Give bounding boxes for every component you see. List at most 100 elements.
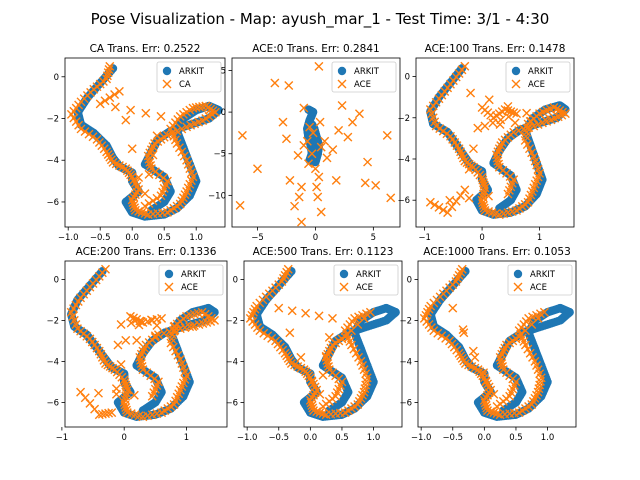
estimate-point — [503, 189, 513, 199]
estimate-point — [464, 164, 474, 174]
y-tick-label: −4 — [225, 357, 238, 367]
estimate-point — [293, 150, 303, 160]
estimate-point — [519, 124, 529, 134]
estimate-point — [110, 102, 120, 112]
estimate-point — [156, 111, 166, 121]
legend-label: ACE — [528, 80, 545, 90]
estimate-point — [140, 201, 150, 211]
y-tick-label: −2 — [225, 316, 238, 326]
legend-box — [331, 61, 397, 93]
estimate-point — [506, 107, 516, 117]
y-tick-label: −6 — [399, 398, 412, 408]
estimate-point — [354, 352, 364, 362]
estimate-point — [167, 128, 177, 138]
estimate-point — [299, 140, 309, 150]
estimate-point — [144, 199, 154, 209]
legend-label: ACE — [356, 283, 373, 293]
estimate-point — [270, 78, 280, 88]
y-tick-label: −5 — [213, 150, 226, 160]
estimate-point — [318, 409, 328, 419]
legend-label: ACE — [354, 80, 371, 90]
estimate-point — [477, 173, 487, 183]
estimate-point — [315, 408, 325, 418]
x-tick-label: −0.5 — [442, 433, 463, 443]
estimate-point — [451, 196, 461, 206]
estimate-point — [126, 318, 136, 328]
estimate-point — [152, 193, 162, 203]
legend-box — [507, 264, 573, 296]
estimate-point — [127, 195, 137, 205]
estimate-point — [530, 356, 540, 366]
y-tick-label: −6 — [225, 398, 238, 408]
x-tick-label: 0.0 — [478, 433, 492, 443]
legend-label: ACE — [530, 283, 547, 293]
x-tick-label: 1 — [537, 233, 542, 243]
estimate-point — [174, 143, 184, 153]
subplot-4: ACE:200 Trans. Err: 0.1336 −1 0 1 0 −2 −4 −6 ARK… — [46, 246, 228, 443]
estimate-point — [468, 346, 478, 356]
estimate-point — [512, 109, 522, 119]
estimate-point — [132, 187, 142, 197]
estimate-point — [314, 172, 324, 182]
estimate-point — [156, 191, 166, 201]
estimate-point — [429, 326, 439, 336]
estimate-point — [382, 130, 392, 140]
estimate-point — [316, 142, 326, 152]
estimate-point — [479, 368, 489, 378]
estimate-point — [314, 311, 324, 321]
x-tick-label: 1.0 — [541, 433, 555, 443]
axes-frame — [231, 57, 401, 228]
estimate-point — [144, 169, 154, 179]
estimate-point — [430, 200, 440, 210]
y-tick-label: −6 — [397, 196, 410, 206]
estimate-point — [146, 160, 156, 170]
estimate-point — [438, 205, 448, 215]
subplot-title: ACE:100 Trans. Err: 0.1478 — [425, 43, 566, 55]
legend-marker-arkit — [339, 269, 349, 279]
estimate-point — [433, 328, 443, 338]
legend: ARKIT ACE — [331, 61, 397, 93]
x-tick-label: 5 — [371, 233, 376, 243]
estimate-point — [488, 118, 498, 128]
estimate-point — [119, 375, 129, 385]
estimate-point — [447, 202, 457, 212]
estimate-point — [173, 350, 183, 360]
legend-label: ARKIT — [530, 270, 556, 280]
estimate-point — [331, 175, 341, 185]
estimate-point — [130, 205, 140, 215]
y-tick-label: 0 — [221, 108, 226, 118]
estimate-point — [294, 192, 304, 202]
estimate-point — [84, 129, 94, 139]
x-tick-label: 1.0 — [189, 233, 203, 243]
axes-frame — [64, 260, 228, 428]
estimate-point — [313, 192, 323, 202]
legend-label: ACE — [181, 283, 198, 293]
series-ace — [419, 264, 549, 420]
x-tick-label: 1 — [184, 433, 189, 443]
estimate-point — [363, 157, 373, 167]
estimate-point — [235, 200, 245, 210]
estimate-point — [297, 217, 307, 227]
estimate-point — [297, 182, 307, 192]
estimate-point — [437, 331, 447, 341]
subplot-title: ACE:0 Trans. Err: 0.2841 — [252, 43, 379, 55]
estimate-point — [303, 159, 313, 169]
estimate-point — [299, 103, 309, 113]
estimate-point — [479, 395, 489, 405]
estimate-point — [171, 346, 181, 356]
estimate-point — [278, 117, 288, 127]
estimate-point — [460, 185, 470, 195]
estimate-point — [492, 409, 502, 419]
estimate-point — [425, 197, 435, 207]
estimate-point — [443, 208, 453, 218]
series-ace — [66, 264, 220, 422]
estimate-point — [175, 354, 185, 364]
estimate-point — [121, 335, 131, 345]
estimate-point — [301, 308, 311, 318]
estimate-point — [349, 344, 359, 354]
y-tick-label: −2 — [397, 114, 410, 124]
estimate-point — [134, 206, 144, 216]
legend-marker-estimate — [337, 79, 347, 89]
subplot-5: ACE:500 Trans. Err: 0.1123 −1.0 −0.5 0.0 0.5… — [225, 246, 403, 443]
x-tick-label: 0.0 — [125, 233, 139, 243]
